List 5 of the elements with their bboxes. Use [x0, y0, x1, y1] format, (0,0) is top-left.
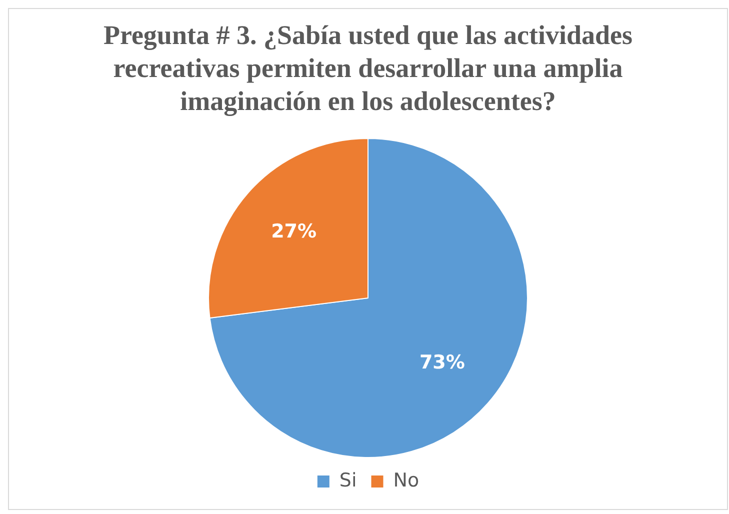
data-label: 27%: [271, 220, 317, 243]
legend-label: No: [393, 469, 420, 492]
data-label: 73%: [419, 351, 465, 374]
chart-title: Pregunta # 3. ¿Sabía usted que las actividades recreativas permiten desarrollar una amplia imaginación en los adolescentes?: [102, 19, 634, 118]
legend-label: Si: [339, 469, 357, 492]
